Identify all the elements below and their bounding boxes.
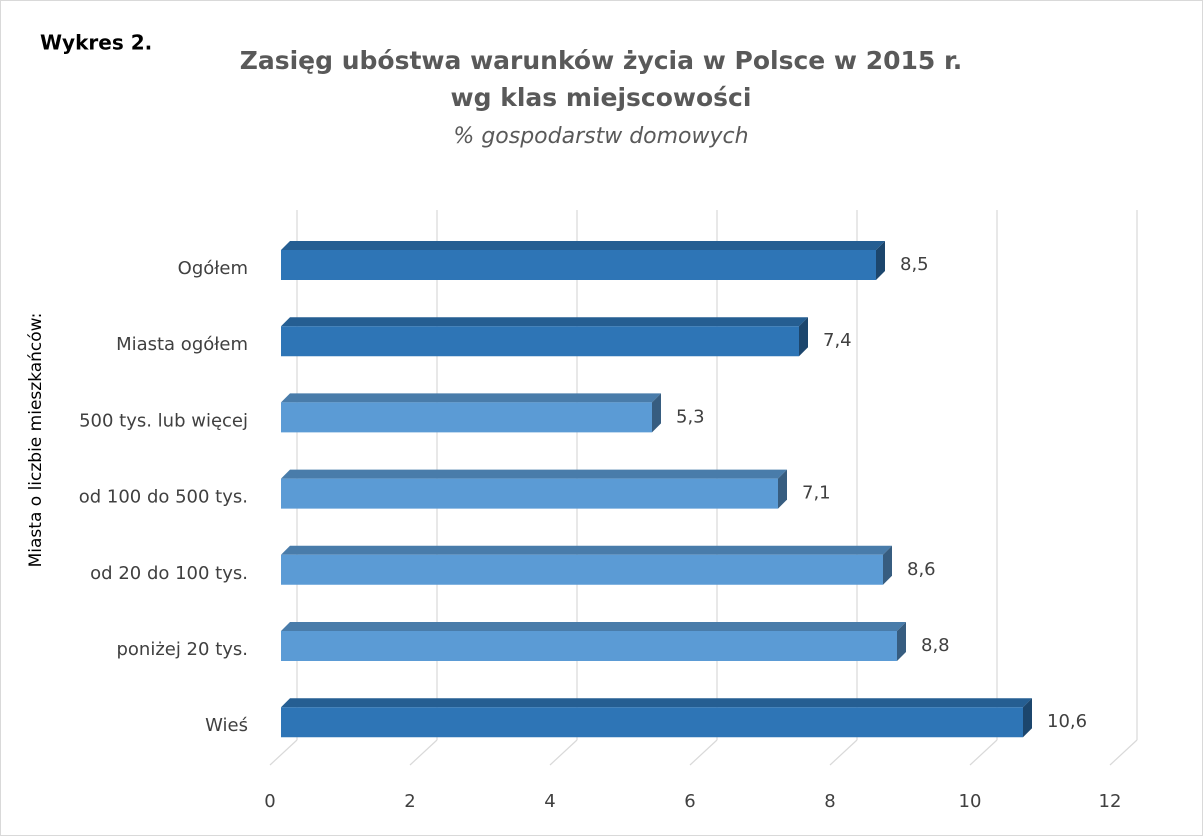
data-label: 7,4 [823,330,852,351]
data-label: 8,6 [907,559,936,580]
bar-front [281,402,652,433]
bar-front [281,326,799,357]
grid-line [409,739,438,766]
bar-side [799,317,808,357]
bar [281,469,787,509]
bar [281,698,1032,738]
data-label: 5,3 [676,406,705,427]
bar-side [883,545,892,585]
x-tick-label: 8 [824,791,835,812]
bar [281,393,661,433]
data-label: 7,1 [802,483,831,504]
data-label: 10,6 [1047,711,1087,732]
bar-top [281,393,661,403]
y-tick-label: poniżej 20 tys. [116,639,248,660]
bar [281,622,906,661]
bar-top [281,317,808,327]
chart-title: wg klas miejscowości [451,83,752,112]
bar-top [281,545,892,555]
chart-label: Wykres 2. [40,31,152,55]
y-tick-label: od 20 do 100 tys. [90,563,248,584]
bar-front [281,554,883,585]
bar [281,241,885,280]
bar-top [281,469,787,479]
grid-line [549,739,578,766]
y-tick-label: Miasta ogółem [116,334,248,355]
bar-side [897,622,906,661]
y-tick-label: Ogółem [178,258,248,279]
x-tick-label: 4 [544,791,555,812]
bar-side [876,241,885,280]
x-tick-label: 12 [1099,791,1122,812]
bar-side [1023,698,1032,738]
data-label: 8,5 [900,254,929,275]
bar-front [281,478,778,509]
bar-front [281,707,1023,738]
x-tick-label: 6 [684,791,695,812]
bar-side [778,469,787,509]
data-label: 8,8 [921,635,950,656]
bar-top [281,622,906,631]
grid-line [689,739,718,766]
x-tick-label: 0 [264,791,275,812]
x-tick-label: 10 [959,791,982,812]
y-tick-label: Wieś [205,715,248,736]
bar-top [281,241,885,250]
bar [281,545,892,585]
bar-side [652,393,661,433]
y-axis-label: Miasta o liczbie mieszkańców: [26,313,46,568]
bar-front [281,250,876,280]
bar-front [281,631,897,661]
x-tick-label: 2 [404,791,415,812]
chart-title: Zasięg ubóstwa warunków życia w Polsce w… [240,46,963,75]
grid-line [969,739,998,766]
chart-subtitle: % gospodarstw domowych [453,124,748,149]
y-tick-label: od 100 do 500 tys. [79,487,248,508]
bar [281,317,808,357]
grid-line [269,739,298,766]
grid-line [1109,739,1138,766]
grid-line [829,739,858,766]
y-tick-label: 500 tys. lub więcej [79,410,248,431]
bar-top [281,698,1032,708]
